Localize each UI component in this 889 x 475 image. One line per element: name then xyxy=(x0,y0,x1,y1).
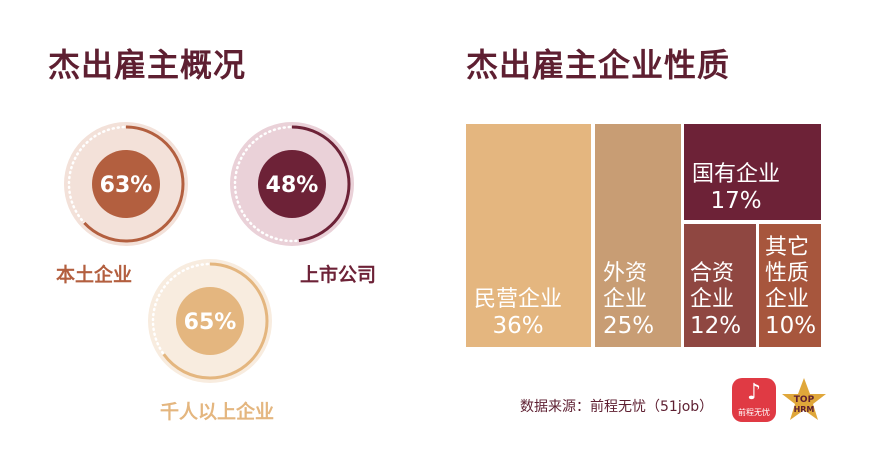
tile-name: 国有企业 xyxy=(692,162,781,187)
tile-name-line: 企业 xyxy=(765,287,810,312)
treemap-tile-foreign: 外资 企业 25% xyxy=(595,124,681,347)
treemap-tile-other: 其它 性质 企业 10% xyxy=(759,224,821,347)
top-hrm-text-top: TOP xyxy=(794,395,815,405)
51job-logo: ♪ 前程无忧 xyxy=(732,378,776,422)
ring-label-local: 本土企业 xyxy=(56,264,133,286)
51job-logo-text: 前程无忧 xyxy=(738,408,770,417)
ring-percent-label: 63% xyxy=(100,173,153,198)
ring-progress-arc xyxy=(151,262,269,380)
treemap-tile-private: 民营企业 36% xyxy=(466,124,591,347)
tile-name-line: 其它 xyxy=(765,235,810,260)
tile-name-line: 外资 xyxy=(603,261,648,286)
tile-value: 17% xyxy=(710,188,762,214)
ring-label-listed: 上市公司 xyxy=(300,264,377,286)
donut-rings: 63% 48% 65% xyxy=(64,122,354,383)
51job-mark-icon: ♪ xyxy=(746,380,762,405)
tile-value: 36% xyxy=(492,313,544,339)
ring-center xyxy=(92,150,160,218)
top-hrm-logo: TOP HRM xyxy=(782,378,826,420)
treemap-tile-state: 国有企业 17% xyxy=(684,124,821,220)
star-icon xyxy=(782,378,826,420)
data-source: 数据来源：前程无忧（51job） xyxy=(520,399,714,415)
right-title: 杰出雇主企业性质 xyxy=(466,46,731,84)
tile-name-line: 合资 xyxy=(690,261,735,286)
tile-value: 12% xyxy=(690,313,742,339)
treemap-tile-joint: 合资 企业 12% xyxy=(684,224,756,347)
top-hrm-text-bottom: HRM xyxy=(794,405,815,414)
tile-name-line: 性质 xyxy=(765,261,810,286)
tile-value: 25% xyxy=(603,313,655,339)
tile-name: 民营企业 xyxy=(474,287,563,312)
tile-name-line: 企业 xyxy=(690,287,735,312)
tile-value: 10% xyxy=(765,313,817,339)
ring-percent-label: 65% xyxy=(184,310,237,335)
tile-name-line: 企业 xyxy=(603,287,648,312)
left-title: 杰出雇主概况 xyxy=(48,46,247,84)
ring-percent-label: 48% xyxy=(266,173,319,198)
ring-progress-arc xyxy=(233,125,351,243)
ring-label-large: 千人以上企业 xyxy=(160,401,275,423)
ring-progress-arc xyxy=(67,125,185,243)
ring-center xyxy=(176,287,244,355)
ring-center xyxy=(258,150,326,218)
